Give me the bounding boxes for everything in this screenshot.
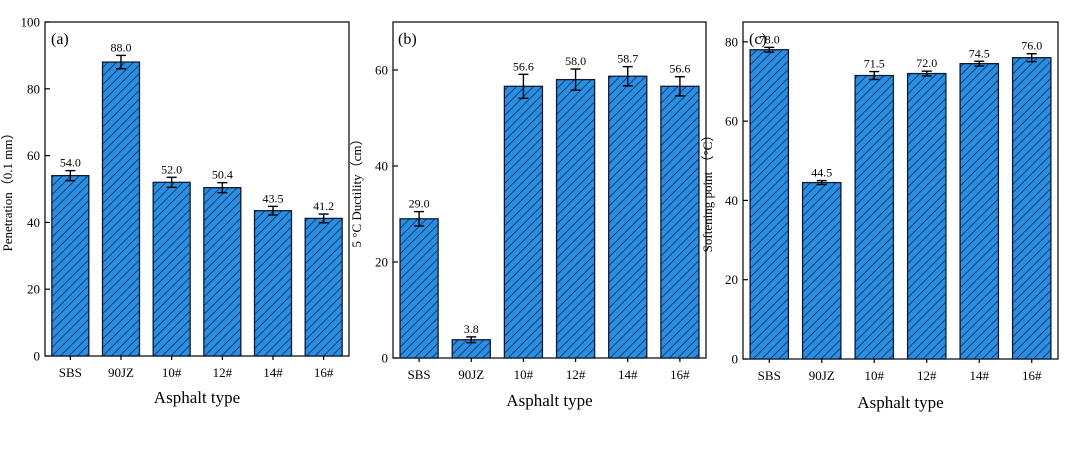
bar-a-4 [253,210,293,357]
bar-a-2 [152,181,191,357]
chart-panel-b: 0 20 40 60 29.0 SBS 3.8 90JZ 56.6 10# 58.0 12# 58.7 1… [349,21,707,410]
panel-label-c: (c) [749,31,767,48]
y-tick-label: 20 [375,255,388,270]
y-tick-label: 0 [34,349,41,364]
chart-panel-c: 0 20 40 60 80 78.0 SBS 44.5 90JZ 71.5 10# 72.0 12# 74… [700,21,1059,412]
data-label: 43.5 [263,191,284,205]
data-label: 58.7 [617,52,638,66]
y-tick-label: 80 [725,34,738,49]
y-tick-label: 60 [725,114,738,129]
x-tick-label: 12# [566,367,586,382]
x-tick-label: 90JZ [108,365,134,380]
x-tick-label: 16# [670,367,690,382]
data-label: 41.2 [313,199,334,213]
panel-label-b: (b) [398,31,417,48]
y-axis-title-a: Penetration（0.1 mm） [0,127,15,252]
bar-b-5 [660,85,700,359]
x-tick-label: 16# [1022,368,1042,383]
data-label: 50.4 [212,168,233,182]
data-label: 54.0 [60,156,81,170]
chart-panel-a: 0 20 40 60 80 100 54.0 SBS 88.0 90JZ 52.0 10# 50.4 12… [0,15,350,407]
x-tick-label: SBS [59,365,82,380]
data-label: 52.0 [161,162,182,176]
x-tick-label: SBS [758,368,781,383]
data-label: 44.5 [811,166,832,180]
x-tick-label: 14# [970,368,990,383]
bar-b-4 [608,75,648,359]
plot-frame-c [742,21,1059,360]
y-tick-label: 20 [725,272,738,287]
y-tick-label: 80 [27,81,40,96]
x-tick-label: 12# [917,368,937,383]
data-label: 56.6 [513,59,534,73]
data-label: 74.5 [969,46,990,60]
data-label: 29.0 [409,197,430,211]
x-tick-label: 90JZ [458,367,484,382]
y-tick-label: 40 [375,159,388,174]
y-tick-label: 40 [27,215,40,230]
y-tick-label: 20 [27,282,40,297]
data-label: 72.0 [916,56,937,70]
x-tick-label: SBS [408,367,431,382]
x-tick-label: 10# [162,365,182,380]
x-tick-label: 16# [314,365,334,380]
x-tick-label: 14# [263,365,283,380]
bar-c-2 [854,74,895,360]
plot-frame-a [44,21,350,357]
plot-frame-b [392,21,707,359]
bar-c-4 [959,62,1000,360]
bar-a-5 [304,217,343,357]
bar-c-3 [906,72,947,360]
y-tick-label: 60 [375,63,388,78]
x-axis-title-c: Asphalt type [857,393,943,412]
x-tick-label: 10# [514,367,534,382]
data-label: 88.0 [111,40,132,54]
x-axis-title-a: Asphalt type [154,388,240,407]
y-tick-label: 0 [732,352,739,367]
data-label: 56.6 [669,62,690,76]
y-tick-label: 0 [382,351,389,366]
data-label: 71.5 [864,57,885,71]
bar-a-3 [203,187,242,357]
bar-c-5 [1011,57,1052,360]
y-tick-label: 60 [27,148,40,163]
x-tick-label: 12# [213,365,233,380]
x-tick-label: 10# [865,368,885,383]
bar-c-1 [801,181,842,360]
x-tick-label: 14# [618,367,638,382]
x-tick-label: 90JZ [809,368,835,383]
bar-a-0 [51,174,90,357]
x-axis-title-b: Asphalt type [506,391,592,410]
y-axis-title-b: 5 °C Ductility（cm） [349,133,364,248]
data-label: 58.0 [565,54,586,68]
bar-b-3 [555,78,596,359]
panel-label-a: (a) [51,31,69,48]
y-tick-label: 100 [21,15,41,30]
y-axis-title-c: Softening point （°C） [700,129,715,253]
data-label: 3.8 [464,322,479,336]
bar-b-0 [399,218,439,359]
data-label: 76.0 [1021,39,1042,53]
y-tick-label: 40 [725,193,738,208]
bar-b-2 [503,85,544,359]
bar-a-1 [101,61,141,357]
data-label: 78.0 [759,32,780,46]
bar-c-0 [749,49,790,360]
